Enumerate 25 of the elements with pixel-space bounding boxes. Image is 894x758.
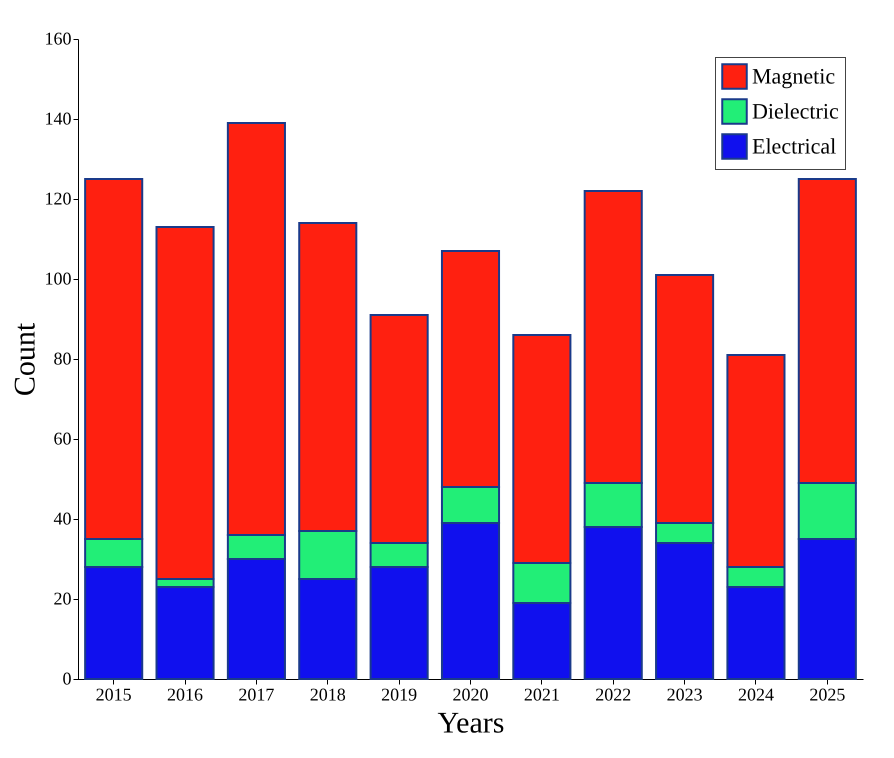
y-tick-label: 60 xyxy=(54,428,72,448)
x-tick-label: 2019 xyxy=(381,684,418,704)
y-tick-label: 140 xyxy=(44,108,72,128)
x-tick-label: 2015 xyxy=(96,684,132,704)
legend-label: Dielectric xyxy=(752,98,839,124)
x-axis-title: Years xyxy=(438,706,504,740)
x-tick-label: 2020 xyxy=(452,684,488,704)
y-axis-title: Count xyxy=(8,322,42,396)
legend-label: Magnetic xyxy=(752,64,836,88)
x-tick-label: 2021 xyxy=(524,684,560,704)
y-tick-label: 40 xyxy=(54,508,72,528)
y-tick-label: 100 xyxy=(44,268,72,288)
y-tick-label: 160 xyxy=(44,28,72,48)
x-tick-label: 2018 xyxy=(310,684,346,704)
y-tick-label: 20 xyxy=(54,588,72,608)
legend-label: Electrical xyxy=(752,134,836,158)
x-tick-label: 2022 xyxy=(595,684,632,704)
x-tick-label: 2025 xyxy=(809,684,846,704)
x-tick-label: 2023 xyxy=(666,684,703,704)
y-tick-label: 0 xyxy=(62,668,72,688)
x-tick-label: 2017 xyxy=(238,684,274,704)
x-tick-label: 2016 xyxy=(167,684,204,704)
y-tick-label: 120 xyxy=(44,188,72,208)
x-tick-label: 2024 xyxy=(738,684,774,704)
y-tick-label: 80 xyxy=(54,348,72,368)
